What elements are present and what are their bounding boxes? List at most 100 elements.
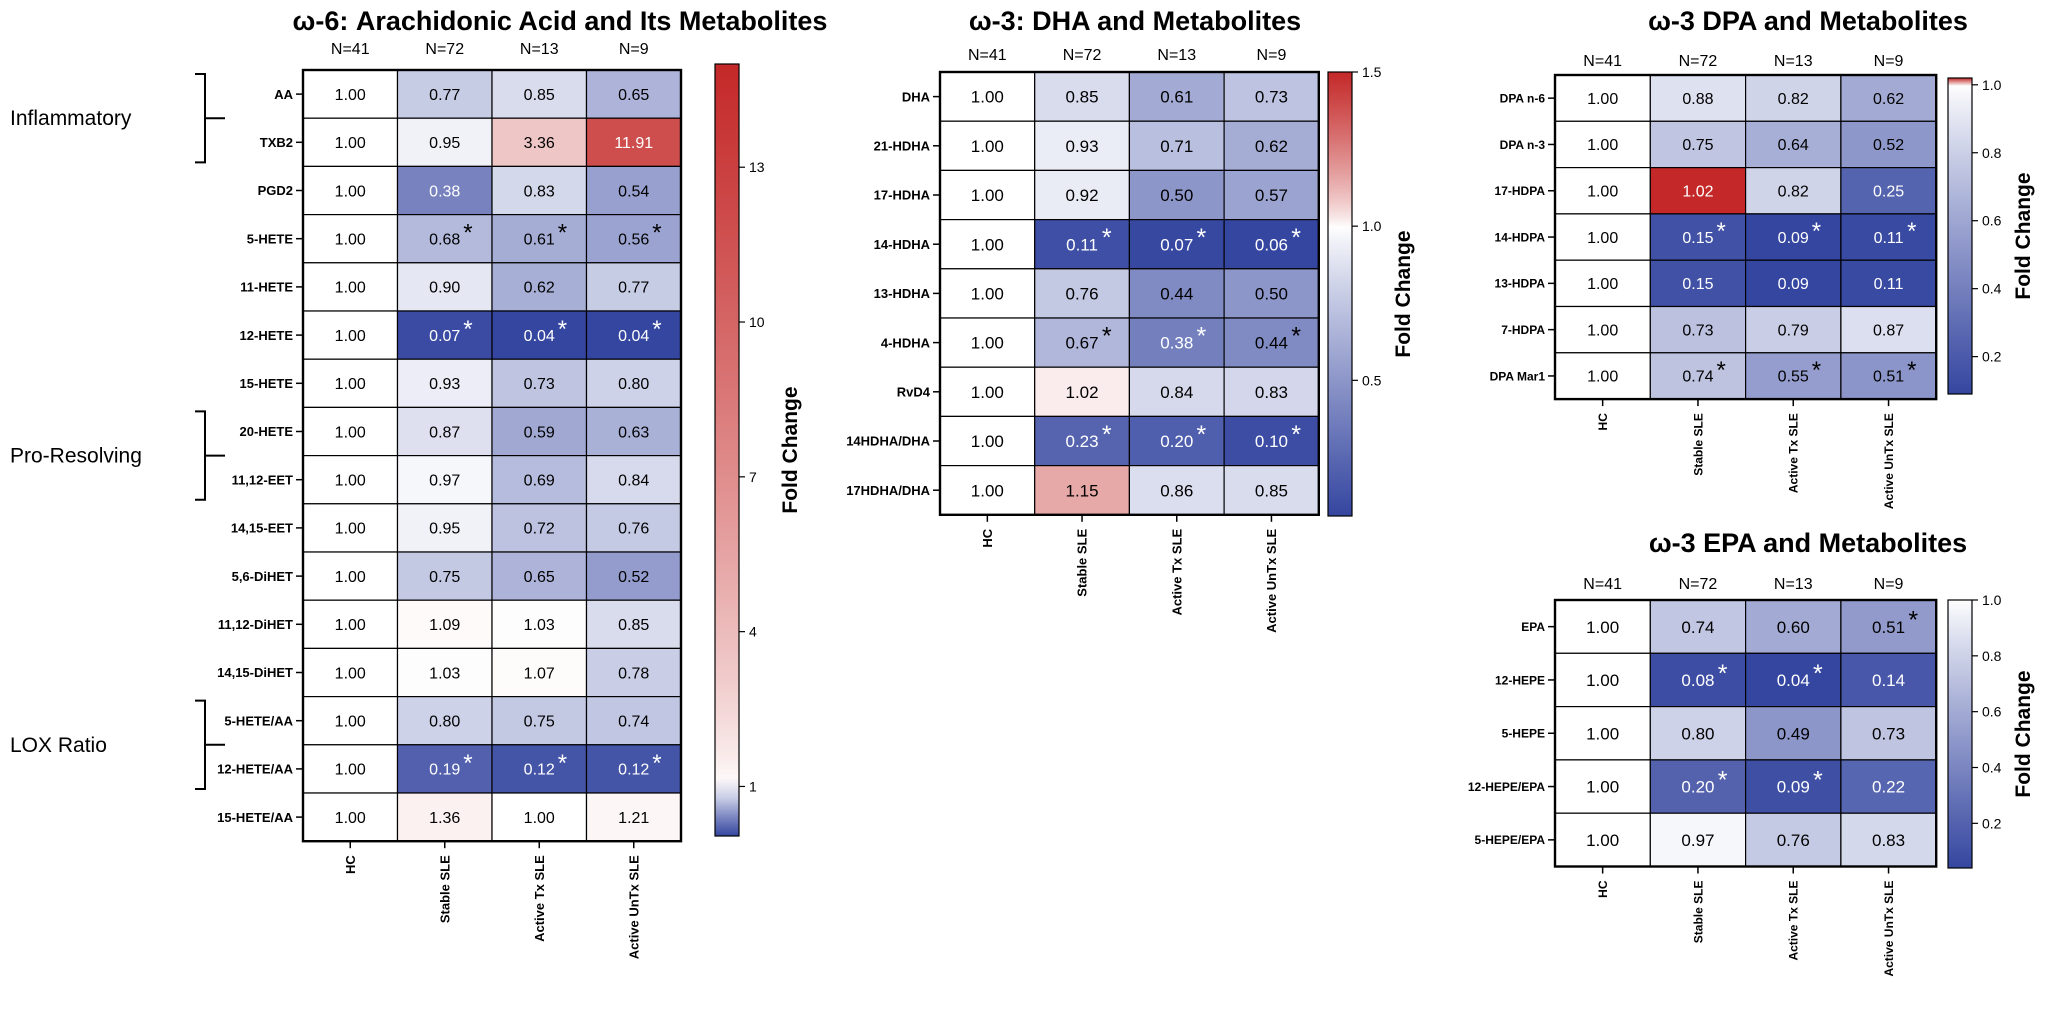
cell-value: 0.11 — [1874, 230, 1904, 247]
significance-asterisk: * — [652, 316, 661, 343]
cell-value: 1.00 — [971, 186, 1004, 205]
heatmap-cell — [396, 455, 493, 505]
cell-value: 0.92 — [1066, 186, 1099, 205]
colorbar-tick-label: 0.5 — [1362, 372, 1382, 388]
cell-value: 1.00 — [971, 334, 1004, 353]
colorbar-tick-label: 10 — [749, 314, 765, 330]
cell-value: 0.83 — [1255, 383, 1288, 402]
cell-value: 0.65 — [618, 87, 649, 104]
cell-value: 0.38 — [1160, 334, 1193, 353]
cell-value: 1.00 — [335, 328, 366, 345]
group-label: LOX Ratio — [10, 734, 107, 757]
cell-value: 0.72 — [524, 521, 555, 538]
group-bracket — [195, 699, 206, 790]
heatmap-cell — [1840, 759, 1937, 814]
heatmap-cell — [1128, 465, 1225, 516]
cell-value: 0.90 — [429, 280, 460, 297]
colorbar-tick-label: 7 — [749, 469, 757, 485]
cell-value: 0.49 — [1777, 724, 1810, 743]
n-label: N=13 — [1774, 576, 1813, 593]
cell-value: 0.82 — [1778, 91, 1809, 108]
heatmap-cell — [1128, 268, 1225, 319]
colorbar-label: Fold Change — [779, 386, 802, 513]
column-label: Stable SLE — [1075, 528, 1090, 596]
row-label: DPA n-6 — [1500, 91, 1546, 105]
cell-value: 1.00 — [335, 376, 366, 393]
cell-value: 0.52 — [1873, 137, 1904, 154]
cell-value: 0.73 — [524, 376, 555, 393]
heatmap-cell — [302, 792, 399, 842]
cell-value: 0.15 — [1682, 276, 1713, 293]
row-label: 17-HDHA — [874, 188, 931, 203]
heatmap-cell — [1649, 759, 1747, 814]
cell-value: 0.93 — [1066, 137, 1099, 156]
heatmap-cell — [396, 214, 493, 264]
heatmap-cell — [1649, 352, 1747, 400]
cell-value: 0.07 — [1160, 235, 1193, 254]
cell-value: 0.22 — [1872, 778, 1905, 797]
cell-value: 0.86 — [1160, 481, 1193, 500]
cell-value: 0.51 — [1873, 369, 1904, 386]
n-label: N=13 — [1157, 47, 1196, 64]
cell-value: 3.36 — [524, 135, 555, 152]
n-label: N=41 — [331, 41, 370, 58]
row-label: 15-HETE/AA — [217, 810, 293, 825]
cell-value: 0.20 — [1681, 778, 1714, 797]
column-label: Active UnTx SLE — [1882, 413, 1896, 509]
colorbar — [1947, 77, 1973, 395]
cell-value: 1.00 — [971, 235, 1004, 254]
cell-value: 1.00 — [971, 137, 1004, 156]
colorbar-tick-label: 1.0 — [1982, 592, 2002, 608]
heatmap-cell — [1840, 213, 1937, 261]
heatmap-cell — [1840, 652, 1937, 708]
n-label: N=9 — [1874, 576, 1904, 593]
cell-value: 0.75 — [524, 713, 555, 730]
cell-value: 0.74 — [618, 713, 649, 730]
significance-asterisk: * — [1716, 218, 1725, 245]
heatmap-cell — [396, 503, 493, 553]
heatmap-cell — [1744, 120, 1842, 169]
significance-asterisk: * — [1291, 224, 1301, 252]
cell-value: 0.65 — [524, 569, 555, 586]
row-label: 13-HDPA — [1495, 277, 1546, 291]
cell-value: 0.95 — [429, 521, 460, 538]
heatmap-cell — [1649, 652, 1747, 708]
cell-value: 1.00 — [1586, 671, 1619, 690]
row-label: DPA Mar1 — [1490, 369, 1546, 383]
heatmap-cell — [1840, 120, 1937, 169]
cell-value: 1.00 — [1587, 91, 1618, 108]
cell-value: 1.00 — [1587, 230, 1618, 247]
heatmap-cell — [1128, 120, 1225, 171]
significance-asterisk: * — [652, 750, 661, 777]
significance-asterisk: * — [558, 316, 567, 343]
cell-value: 1.00 — [335, 569, 366, 586]
row-label: 4-HDHA — [881, 335, 931, 350]
cell-value: 1.00 — [335, 617, 366, 634]
row-label: 20-HETE — [240, 424, 294, 439]
row-label: 15-HETE — [240, 376, 294, 391]
column-label: Active UnTx SLE — [1264, 528, 1279, 632]
column-label: Active Tx SLE — [1787, 881, 1801, 961]
cell-value: 0.07 — [429, 328, 460, 345]
cell-value: 0.12 — [618, 762, 649, 779]
cell-value: 0.79 — [1778, 322, 1809, 339]
heatmap-cell — [1744, 759, 1842, 814]
cell-value: 0.61 — [524, 231, 555, 248]
cell-value: 1.00 — [524, 810, 555, 827]
heatmap-cell — [1649, 812, 1747, 868]
cell-value: 1.00 — [335, 231, 366, 248]
cell-value: 1.00 — [335, 762, 366, 779]
heatmap-cell — [491, 744, 588, 794]
cell-value: 0.44 — [1160, 285, 1193, 304]
cell-value: 0.52 — [618, 569, 649, 586]
cell-value: 1.15 — [1066, 481, 1099, 500]
heatmap-cell — [302, 455, 399, 505]
colorbar — [1947, 599, 1973, 869]
significance-asterisk: * — [1197, 224, 1207, 252]
column-label: Active UnTx SLE — [626, 855, 641, 959]
row-label: 5-HETE — [247, 231, 294, 246]
heatmap-cell — [1649, 599, 1747, 654]
significance-asterisk: * — [1102, 323, 1112, 351]
cell-value: 1.02 — [1066, 383, 1099, 402]
n-label: N=72 — [425, 41, 464, 58]
